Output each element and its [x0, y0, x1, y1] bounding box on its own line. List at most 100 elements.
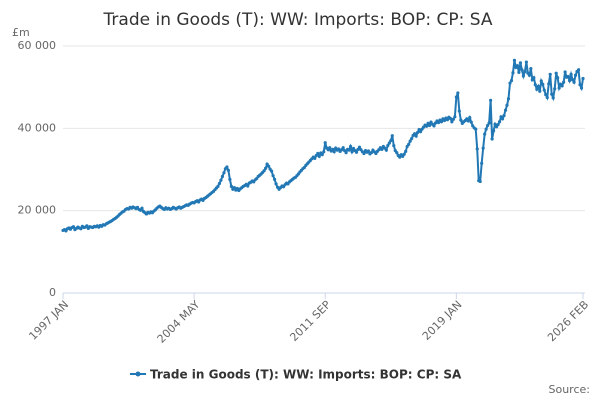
data-point: [508, 81, 512, 85]
data-point: [553, 87, 557, 91]
data-point: [313, 156, 317, 160]
data-point: [432, 124, 436, 128]
data-point: [384, 148, 388, 152]
data-point: [489, 98, 493, 102]
data-point: [548, 72, 552, 77]
data-point: [269, 169, 274, 173]
data-point: [225, 165, 229, 169]
data-point: [380, 147, 384, 151]
data-point: [517, 70, 521, 74]
data-point: [486, 123, 490, 128]
data-point: [337, 147, 341, 151]
data-point: [500, 117, 505, 121]
data-point: [413, 132, 417, 136]
data-point: [323, 141, 327, 145]
data-point: [474, 127, 478, 131]
data-point: [416, 130, 420, 135]
y-axis-label: £m: [12, 26, 30, 39]
data-point: [579, 86, 584, 90]
data-point: [545, 95, 549, 100]
data-point: [493, 122, 497, 126]
x-tick-label: 2004 MAY: [155, 298, 203, 346]
data-point: [232, 186, 236, 190]
data-point: [581, 76, 585, 81]
data-point: [217, 181, 222, 186]
data-point: [572, 80, 576, 84]
data-point: [563, 70, 567, 74]
x-tick-label: 2011 SEP: [287, 298, 333, 344]
data-point: [554, 71, 558, 75]
data-point: [560, 84, 564, 88]
data-point: [515, 64, 520, 68]
data-point: [524, 60, 528, 64]
data-point: [505, 103, 509, 107]
data-point: [331, 147, 335, 151]
data-point: [271, 174, 275, 178]
series-line: [62, 60, 584, 233]
data-point: [390, 134, 394, 138]
data-point: [539, 79, 543, 83]
data-point: [366, 149, 371, 153]
data-point: [520, 68, 524, 72]
data-point: [222, 171, 226, 175]
data-point: [274, 182, 278, 186]
data-point: [490, 137, 494, 141]
data-point: [536, 84, 540, 88]
data-point: [71, 225, 76, 229]
data-point: [527, 73, 531, 77]
data-point: [272, 177, 277, 181]
data-point: [503, 108, 508, 112]
data-point: [450, 120, 454, 124]
data-point: [475, 147, 479, 151]
data-point: [267, 164, 271, 168]
data-point: [362, 151, 366, 156]
data-point: [466, 119, 470, 123]
data-point: [551, 96, 555, 100]
data-point: [424, 124, 429, 128]
y-tick-label: 20 000: [18, 204, 57, 217]
data-point: [562, 80, 566, 84]
legend-marker: [135, 371, 141, 377]
data-point: [398, 155, 402, 159]
data-point: [566, 74, 570, 79]
data-point: [386, 144, 390, 148]
data-point: [573, 73, 578, 77]
data-point: [459, 118, 463, 122]
data-point: [569, 72, 573, 77]
data-point: [344, 151, 348, 155]
data-point: [468, 116, 472, 120]
data-point: [557, 86, 561, 90]
data-point: [341, 146, 345, 150]
data-point: [246, 184, 250, 188]
data-point: [496, 123, 500, 127]
data-point: [456, 91, 460, 95]
data-point: [523, 69, 527, 74]
x-tick-label: 2026 FEB: [545, 298, 591, 344]
data-point: [556, 76, 560, 80]
data-point: [532, 76, 536, 80]
data-point: [228, 177, 232, 181]
data-point: [547, 82, 551, 86]
data-point: [140, 206, 144, 210]
data-point: [395, 151, 399, 155]
y-tick-label: 0: [49, 286, 56, 299]
data-point: [404, 149, 408, 153]
data-point: [483, 132, 487, 136]
data-point: [328, 146, 332, 150]
data-point: [538, 89, 542, 93]
data-point: [410, 137, 414, 141]
data-point: [484, 127, 488, 131]
data-point: [578, 83, 582, 87]
data-point: [317, 154, 321, 158]
data-point: [402, 152, 406, 156]
data-point: [264, 166, 268, 170]
data-point: [347, 148, 351, 152]
y-tick-label: 40 000: [18, 121, 57, 134]
data-point: [541, 82, 545, 86]
data-point: [509, 78, 514, 83]
data-point: [518, 61, 523, 65]
data-point: [348, 144, 353, 149]
data-point: [216, 184, 220, 188]
data-point: [79, 227, 83, 231]
